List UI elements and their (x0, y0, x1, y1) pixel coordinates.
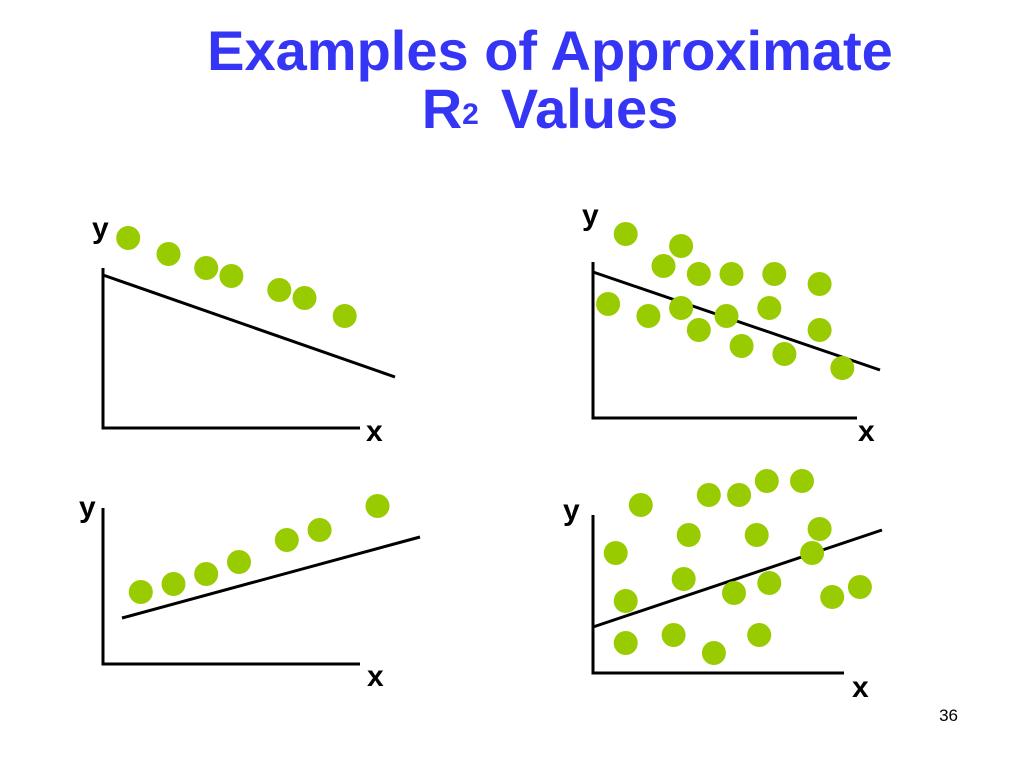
x-axis-label: x (852, 671, 869, 704)
data-point (274, 528, 299, 552)
data-point (807, 318, 832, 342)
data-point (613, 589, 638, 613)
data-point (847, 575, 872, 599)
data-point (661, 623, 686, 647)
regression-line (592, 528, 883, 629)
data-point (613, 222, 638, 246)
data-point (701, 641, 726, 665)
data-point (686, 318, 711, 342)
data-point (156, 242, 181, 266)
data-point (227, 550, 251, 574)
title-line-1: Examples of Approximate (207, 19, 893, 82)
data-point (727, 483, 752, 507)
axes (591, 262, 857, 420)
title-line-2: R2 Values (0, 80, 1024, 138)
panel-top-right: y x (582, 199, 881, 448)
slide-number: 36 (939, 706, 958, 725)
data-point (194, 256, 219, 280)
data-point (628, 493, 653, 517)
data-point (719, 262, 744, 286)
data-point (772, 342, 797, 366)
data-point (757, 571, 782, 595)
data-point (613, 631, 638, 655)
data-point (161, 572, 186, 596)
y-axis-label: y (563, 494, 580, 527)
points (596, 222, 855, 380)
x-axis-label: x (366, 415, 383, 448)
title-values: Values (500, 77, 679, 140)
data-point (603, 541, 628, 565)
points (128, 494, 390, 604)
data-point (800, 541, 825, 565)
slide-title: Examples of Approximate R2 Values (0, 22, 1024, 138)
data-point (116, 226, 141, 250)
data-point (676, 523, 701, 547)
x-axis-label: x (367, 660, 384, 693)
data-point (722, 581, 746, 605)
axes (101, 268, 360, 430)
panel-bottom-left: y x (79, 491, 421, 693)
data-point (714, 304, 739, 328)
y-axis-label: y (92, 212, 109, 245)
data-point (267, 278, 292, 302)
x-axis-label: x (858, 415, 875, 448)
data-point (365, 494, 390, 518)
data-point (790, 469, 814, 493)
data-point (669, 296, 694, 320)
data-point (807, 517, 832, 541)
data-point (669, 234, 694, 258)
data-point (128, 580, 153, 604)
data-point (307, 518, 332, 542)
panel-bottom-right: y x (563, 469, 883, 704)
data-point (757, 296, 782, 320)
points (603, 469, 872, 665)
data-point (219, 264, 244, 288)
panel-top-left: y x (92, 212, 396, 448)
axes (101, 508, 360, 666)
y-axis-label: y (79, 491, 96, 524)
y-axis-label: y (582, 199, 599, 232)
data-point (747, 623, 772, 647)
regression-line (102, 273, 396, 379)
data-point (820, 585, 845, 609)
data-point (696, 483, 721, 507)
points (116, 226, 357, 328)
regression-line (121, 535, 421, 620)
data-point (194, 562, 219, 586)
data-point (292, 286, 317, 310)
data-point (686, 262, 711, 286)
data-point (651, 254, 676, 278)
title-superscript: 2 (462, 98, 479, 131)
data-point (671, 567, 696, 591)
data-point (762, 262, 787, 286)
axes (591, 515, 844, 675)
data-point (807, 272, 832, 296)
data-point (744, 523, 769, 547)
data-point (636, 304, 661, 328)
data-point (830, 356, 855, 380)
data-point (754, 469, 779, 493)
data-point (332, 304, 357, 328)
data-point (596, 292, 621, 316)
title-r: R (421, 77, 463, 140)
data-point (729, 334, 754, 358)
